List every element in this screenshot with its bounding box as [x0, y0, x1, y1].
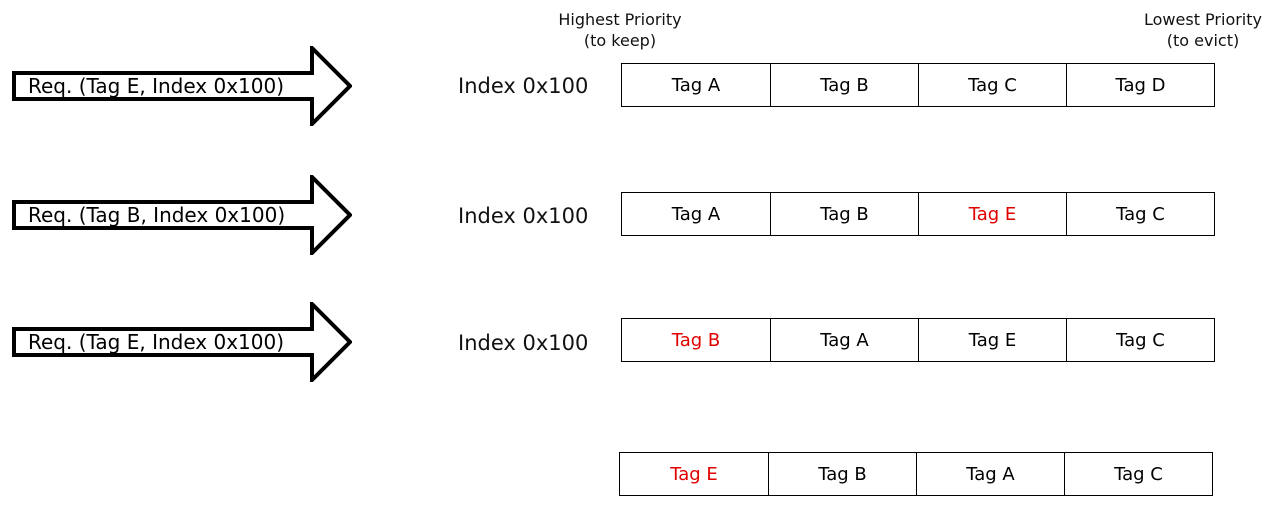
cache-way-2: Tag B — [770, 193, 918, 235]
cache-way-3: Tag E — [918, 193, 1066, 235]
highest-priority-label: Highest Priority — [558, 10, 682, 29]
cache-way-1: Tag A — [671, 203, 721, 225]
cache-way-3: Tag A — [916, 453, 1064, 495]
cache-way-3: Tag C — [918, 64, 1066, 106]
arrow-right-icon — [12, 46, 352, 126]
cache-way-4: Tag D — [1066, 64, 1214, 106]
request-label: Req. (Tag E, Index 0x100) — [28, 330, 285, 354]
request-label: Req. (Tag B, Index 0x100) — [28, 203, 286, 227]
lowest-priority-note: (to evict) — [1166, 31, 1240, 50]
index-label: Index 0x100 — [458, 204, 589, 228]
arrow-right-icon — [12, 302, 352, 382]
cache-set-state-1: Tag A Tag B Tag C Tag D — [621, 63, 1215, 107]
request-arrow-1: Req. (Tag E, Index 0x100) — [12, 46, 352, 126]
arrow-right-icon — [12, 175, 352, 255]
cache-way-3: Tag E — [918, 319, 1066, 361]
cache-way-4: Tag C — [1066, 193, 1214, 235]
cache-set-state-2: Tag A Tag B Tag E Tag C — [621, 192, 1215, 236]
highest-priority-note: (to keep) — [583, 31, 657, 50]
cache-way-2: Tag B — [768, 453, 916, 495]
cache-way-1: Tag A — [671, 74, 721, 96]
cache-way-2: Tag A — [770, 319, 918, 361]
cache-way-1: Tag B — [671, 329, 721, 351]
request-arrow-3: Req. (Tag E, Index 0x100) — [12, 302, 352, 382]
request-arrow-2: Req. (Tag B, Index 0x100) — [12, 175, 352, 255]
request-label: Req. (Tag E, Index 0x100) — [28, 74, 285, 98]
cache-way-1: Tag E — [670, 463, 718, 485]
lowest-priority-header: Lowest Priority (to evict) — [1128, 9, 1278, 51]
index-label: Index 0x100 — [458, 74, 589, 98]
cache-set-state-4: Tag E Tag B Tag A Tag C — [619, 452, 1213, 496]
lowest-priority-label: Lowest Priority — [1144, 10, 1262, 29]
cache-way-2: Tag B — [770, 64, 918, 106]
cache-set-state-3: Tag B Tag A Tag E Tag C — [621, 318, 1215, 362]
cache-way-4: Tag C — [1064, 453, 1212, 495]
index-label: Index 0x100 — [458, 331, 589, 355]
cache-way-4: Tag C — [1066, 319, 1214, 361]
highest-priority-header: Highest Priority (to keep) — [540, 9, 700, 51]
